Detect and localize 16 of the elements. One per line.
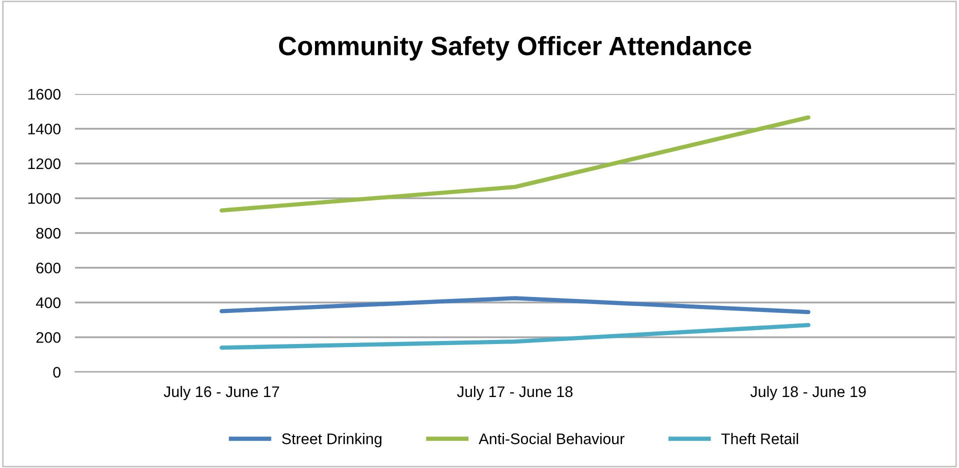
x-tick-label: July 17 - June 18 — [457, 386, 573, 400]
legend-label: Street Drinking — [282, 433, 382, 448]
y-tick-label: 400 — [36, 297, 61, 308]
y-tick-label: 600 — [36, 262, 61, 274]
y-tick-label: 200 — [36, 332, 61, 343]
chart-title: Community Safety Officer Attendance — [279, 36, 752, 61]
y-tick-label: 1000 — [28, 193, 61, 204]
legend-label: Anti-Social Behaviour — [478, 433, 624, 444]
y-tick-label: 800 — [36, 228, 61, 239]
y-tick-label: 1600 — [28, 88, 61, 100]
y-tick-label: 1200 — [28, 158, 61, 170]
x-tick-label: July 18 - June 19 — [750, 386, 866, 400]
y-tick-label: 0 — [53, 366, 61, 378]
legend-label: Theft Retail — [721, 433, 798, 444]
x-tick-label: July 16 - June 17 — [164, 386, 280, 400]
y-tick-label: 1400 — [28, 124, 61, 134]
